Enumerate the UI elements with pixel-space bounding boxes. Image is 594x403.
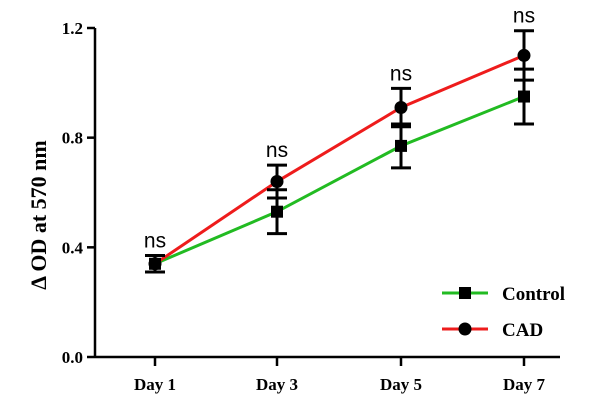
x-tick-label: Day 5 [380,375,422,394]
y-tick-label: 1.2 [62,19,83,38]
axes: 0.0 0.4 0.8 1.2 Day 1 Day 3 Day 5 Day 7 [62,19,560,394]
data-point-cad [145,254,165,274]
legend: Control CAD [442,284,565,341]
x-tick-label: Day 1 [134,375,176,394]
square-marker [395,139,407,152]
data-point-cad [267,163,287,200]
data-point-cad [514,29,534,82]
series-line-cad [154,54,525,266]
data-point-control [391,122,411,170]
series-line-control [154,95,525,266]
series-layer [145,29,534,274]
significance-label: ns [144,230,166,253]
legend-label: CAD [502,320,543,341]
legend-item-cad: CAD [442,320,543,341]
square-marker [518,90,530,103]
y-tick-label: 0.8 [62,129,83,148]
annotations: ns ns ns ns [144,5,535,253]
circle-marker [270,175,284,189]
x-tick-label: Day 7 [503,375,546,394]
legend-circle-marker [458,322,472,336]
circle-marker [148,257,162,271]
legend-square-marker [459,287,471,299]
y-axis-label: Δ OD at 570 nm [26,140,51,289]
significance-label: ns [266,139,288,162]
significance-label: ns [513,5,535,28]
legend-item-control: Control [442,284,565,305]
y-tick-label: 0.0 [62,348,83,367]
significance-label: ns [390,62,412,85]
circle-marker [517,48,531,62]
data-point-cad [391,86,411,129]
legend-label: Control [502,284,565,305]
circle-marker [394,101,408,115]
square-marker [271,205,283,218]
data-point-control [514,67,534,126]
x-tick-label: Day 3 [256,375,298,394]
y-tick-label: 0.4 [62,238,84,257]
